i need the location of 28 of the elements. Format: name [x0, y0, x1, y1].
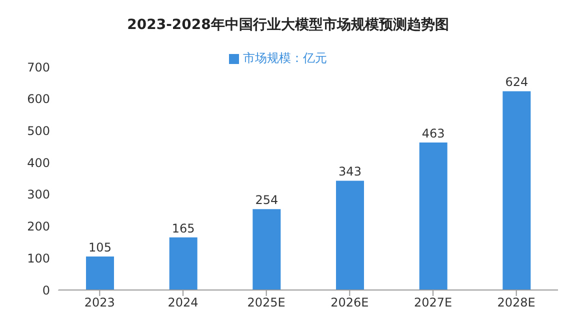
bar	[419, 142, 448, 290]
y-tick-label: 600	[27, 92, 50, 106]
data-label: 624	[505, 75, 528, 90]
y-tick-label: 0	[42, 283, 50, 298]
y-tick-label: 200	[27, 220, 50, 234]
data-label: 254	[255, 193, 278, 208]
legend-label: 市场规模：亿元	[243, 51, 327, 65]
x-tick-label: 2026E	[330, 296, 369, 310]
y-tick-label: 400	[27, 156, 50, 170]
y-tick-label: 100	[27, 251, 50, 266]
bar	[502, 91, 531, 290]
x-tick-label: 2027E	[414, 296, 452, 310]
data-label: 343	[338, 164, 362, 179]
data-label: 463	[422, 126, 445, 140]
chart-title: 2023-2028年中国行业大模型市场规模预测趋势图	[126, 16, 450, 35]
y-tick-label: 300	[27, 188, 50, 202]
bar	[252, 209, 281, 290]
bar	[336, 180, 364, 290]
data-label: 105	[88, 240, 112, 255]
bar	[86, 256, 114, 290]
bar	[169, 237, 198, 290]
x-tick-label: 2023	[84, 296, 115, 310]
x-tick-label: 2025E	[247, 296, 286, 310]
x-tick-label: 2024	[168, 296, 198, 310]
y-tick-label: 700	[27, 60, 50, 74]
x-tick-label: 2028E	[497, 296, 536, 310]
y-tick-label: 500	[27, 124, 50, 138]
data-label: 165	[172, 221, 195, 236]
